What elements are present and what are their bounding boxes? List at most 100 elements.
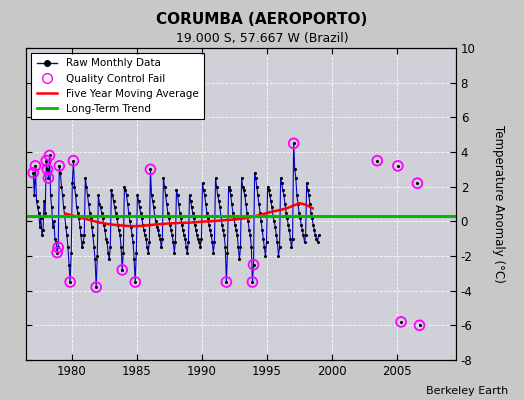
Point — [230, 215, 238, 221]
Point — [118, 267, 126, 273]
Point — [163, 210, 172, 216]
Point — [77, 232, 85, 238]
Point — [44, 175, 52, 181]
Point — [146, 166, 155, 172]
Point — [281, 201, 289, 207]
Point — [416, 322, 424, 328]
Text: Berkeley Earth: Berkeley Earth — [426, 386, 508, 396]
Point — [166, 222, 174, 228]
Point — [66, 279, 74, 285]
Point — [34, 204, 42, 211]
Point — [117, 244, 125, 250]
Point — [61, 213, 69, 219]
Point — [284, 222, 292, 228]
Point — [29, 170, 37, 176]
Point — [278, 180, 286, 186]
Point — [136, 210, 145, 216]
Point — [235, 256, 244, 263]
Point — [71, 192, 80, 198]
Point — [273, 239, 281, 245]
Point — [104, 249, 112, 256]
Point — [157, 244, 166, 250]
Point — [228, 210, 237, 216]
Point — [197, 236, 205, 242]
Point — [83, 192, 92, 198]
Point — [46, 152, 54, 159]
Point — [88, 223, 96, 230]
Point — [196, 244, 204, 250]
Point — [225, 187, 234, 193]
Point — [51, 236, 59, 242]
Point — [212, 184, 221, 190]
Point — [237, 175, 246, 181]
Point — [119, 249, 127, 256]
Point — [43, 166, 51, 172]
Point — [207, 232, 215, 238]
Point — [140, 227, 148, 233]
Point — [300, 239, 309, 245]
Point — [286, 236, 294, 242]
Point — [54, 244, 62, 250]
Point — [416, 322, 424, 328]
Point — [290, 166, 299, 172]
Point — [169, 239, 178, 245]
Point — [41, 210, 49, 216]
Point — [269, 213, 277, 219]
Point — [52, 239, 60, 245]
Point — [63, 232, 71, 238]
Point — [72, 204, 81, 211]
Point — [198, 180, 206, 186]
Point — [248, 279, 257, 285]
Point — [215, 197, 223, 204]
Point — [37, 215, 45, 221]
Point — [156, 236, 165, 242]
Point — [373, 158, 381, 164]
Point — [42, 158, 50, 164]
Point — [153, 223, 161, 230]
Point — [195, 239, 203, 245]
Point — [73, 210, 82, 216]
Point — [80, 232, 89, 238]
Point — [44, 175, 52, 181]
Point — [86, 215, 95, 221]
Point — [297, 222, 305, 228]
Point — [242, 201, 250, 207]
Point — [78, 244, 86, 250]
Point — [149, 204, 158, 211]
Point — [75, 223, 84, 230]
Point — [261, 253, 270, 259]
Point — [183, 249, 191, 256]
Point — [263, 239, 271, 245]
Point — [107, 187, 116, 193]
Point — [81, 175, 90, 181]
Point — [95, 201, 104, 207]
Point — [93, 253, 102, 259]
Point — [91, 256, 99, 263]
Point — [296, 215, 304, 221]
Point — [118, 267, 126, 273]
Point — [128, 232, 136, 238]
Point — [247, 244, 256, 250]
Point — [257, 218, 265, 224]
Point — [234, 244, 243, 250]
Point — [92, 284, 101, 290]
Point — [29, 170, 37, 176]
Point — [171, 239, 180, 245]
Point — [154, 227, 162, 233]
Point — [220, 232, 228, 238]
Point — [129, 239, 137, 245]
Point — [102, 236, 110, 242]
Point — [97, 210, 106, 216]
Point — [241, 192, 249, 198]
Point — [200, 187, 208, 193]
Point — [47, 192, 55, 198]
Point — [246, 232, 255, 238]
Point — [67, 249, 75, 256]
Point — [181, 236, 189, 242]
Point — [206, 227, 214, 233]
Point — [143, 244, 151, 250]
Text: 19.000 S, 57.667 W (Brazil): 19.000 S, 57.667 W (Brazil) — [176, 32, 348, 45]
Point — [101, 227, 109, 233]
Point — [255, 201, 263, 207]
Point — [209, 249, 217, 256]
